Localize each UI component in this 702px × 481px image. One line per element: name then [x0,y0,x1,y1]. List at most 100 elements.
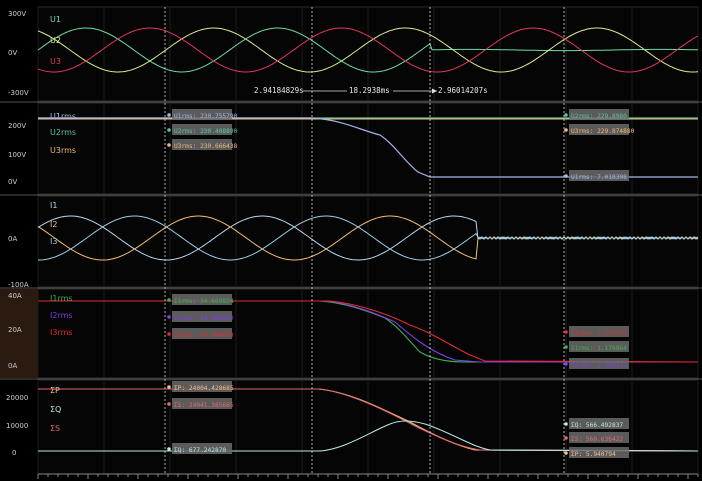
label-U3: U3 [50,57,61,66]
readout-s-right-bg [569,432,629,443]
u1rms-trace [38,117,698,178]
readout-i2rms-right: I2rms: 1.165117 [571,362,627,369]
readout-u2rms-left: U2rms: 230.408890 [174,128,238,135]
label-U2: U2 [50,36,61,45]
readout-i2rms-left: I2rms: 34.698420 [174,315,234,322]
readout-u1rms-right-marker [564,174,568,178]
label-U1: U1 [50,15,61,24]
label-I3: I3 [50,237,57,246]
readout-q-left-marker [167,447,171,451]
label-I3rms: I3rms [50,328,73,337]
readout-s-right-marker [564,436,568,440]
label-P: ΣP [50,386,60,395]
delta-arrow-head [432,88,437,94]
readout-i1rms-right-bg [569,341,629,352]
panel5-tick-3: 0 [12,449,16,457]
cursor-delta: 18.2938ms [349,86,390,95]
panel3-tick-2: -100A [8,281,29,289]
voltage-trace-1 [37,27,698,73]
panel1-tick-top: 300V [8,10,26,18]
i2rms-trace [38,300,698,363]
readout-s-right: ΣS: 566.636422 [571,436,623,443]
panel5-tick-2: 10000 [6,422,28,430]
readout-i3rms-right-bg [569,326,629,337]
readout-p-right-bg [569,447,629,458]
readout-u1rms-right-bg [569,170,629,181]
readout-u1rms-left-marker [167,113,171,117]
cursor-left-time: 2.94184829s [254,86,304,95]
label-U2rms: U2rms [50,128,76,137]
readout-q-left: ΣQ: 677.242870 [174,447,226,454]
readout-i2rms-right-marker [564,362,568,366]
current-trace-3 [38,215,699,261]
readout-u2rms-left-bg [172,124,232,135]
panel5-tick-1: 20000 [6,394,28,402]
readout-u1rms-left-bg [172,109,232,120]
readout-p-right-marker [564,451,568,455]
readout-i3rms-left-bg [172,328,232,339]
readout-i2rms-left-marker [167,315,171,319]
readout-i3rms-right-marker [564,330,568,334]
readout-q-right-marker [564,422,568,426]
panel1-tick-mid: 0V [8,49,17,57]
label-S: ΣS [50,424,60,433]
cursor-right-time: 2.96014207s [438,86,488,95]
label-U1rms: U1rms [50,112,76,121]
readout-q-right-bg [569,418,629,429]
readout-u2rms-left-marker [167,128,171,132]
readout-i1rms-left: I1rms: 34.669824 [174,298,234,305]
readout-p-left: ΣP: 24004.428685 [174,385,234,392]
current-trace-2 [37,215,699,261]
panel-side-strip [0,289,38,378]
label-I2: I2 [50,220,57,229]
readout-i2rms-left-bg [172,311,232,322]
panel3-tick-1: 0A [8,235,17,243]
readout-s-left-bg [172,398,232,409]
q-trace [38,420,699,452]
readout-p-left-marker [167,385,171,389]
readout-i3rms-left-marker [167,332,171,336]
readout-u2rms-right-marker [564,113,568,117]
readout-i1rms-right-marker [564,345,568,349]
readout-u3rms-left-bg [172,139,232,150]
readout-p-right: ΣP: 5.940794 [571,451,616,458]
readout-u2rms-right: U2rms: 229.8980 [571,113,627,120]
label-U3rms: U3rms [50,146,76,155]
readout-q-left-bg [172,443,232,454]
voltage-trace-3 [37,27,699,73]
readout-u1rms-left: U1rms: 230.755790 [174,113,238,120]
readout-u3rms-right-bg [569,124,629,135]
readout-u1rms-right: U1rms: 7.018308 [571,174,627,181]
readout-i1rms-left-bg [172,294,232,305]
label-I1rms: I1rms [50,294,73,303]
readout-i3rms-left: I3rms: 34.544979 [174,332,234,339]
panel2-tick-3: 0V [8,178,17,186]
readout-q-right: ΣQ: 566.492837 [571,422,623,429]
readout-u3rms-left: U3rms: 230.666438 [174,143,238,150]
label-I2rms: I2rms [50,311,73,320]
readout-i2rms-right-bg [569,358,629,369]
readout-p-left-bg [172,381,232,392]
s-trace [38,388,699,452]
i1rms-trace [38,300,698,363]
panel4-tick-1: 40A [8,292,22,300]
readout-i1rms-left-marker [167,298,171,302]
label-I1: I1 [50,201,57,210]
readout-i1rms-right: I1rms: 1.176864 [571,345,627,352]
readout-u3rms-left-marker [167,143,171,147]
readout-u3rms-right-marker [564,128,568,132]
voltage-trace-2 [37,27,699,73]
i3rms-trace [38,300,699,363]
readout-u3rms-right: U3rms: 229.874880 [571,128,635,135]
readout-u2rms-right-bg [569,109,629,120]
panel2-tick-1: 200V [8,122,26,130]
panel4-tick-2: 20A [8,326,22,334]
readout-s-left: ΣS: 24041.385665 [174,402,234,409]
readout-i3rms-right: I3rms: 1.227571 [571,330,627,337]
readout-s-left-marker [167,402,171,406]
label-Q: ΣQ [50,405,61,414]
panel4-tick-3: 0A [8,362,17,370]
panel1-tick-bot: -300V [8,89,29,97]
panel2-tick-2: 100V [8,151,26,159]
